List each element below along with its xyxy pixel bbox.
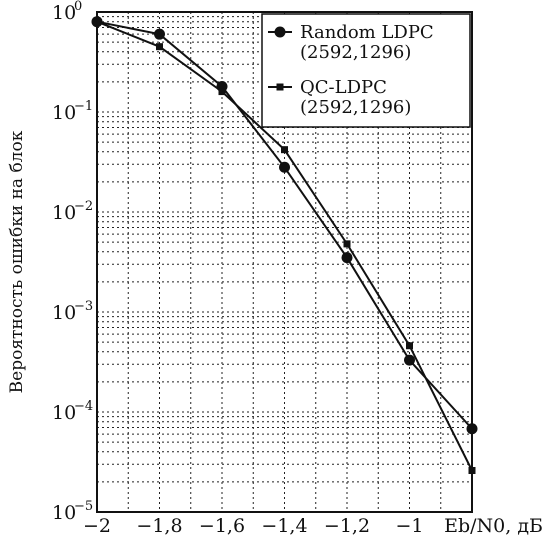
legend-label: QC-LDPC bbox=[300, 77, 387, 98]
data-point bbox=[343, 240, 351, 248]
y-tick-exponent: 0 bbox=[74, 0, 82, 14]
series-2 bbox=[93, 18, 476, 475]
data-point bbox=[281, 146, 288, 154]
series-layer bbox=[91, 16, 478, 475]
legend: Random LDPC(2592,1296)QC-LDPC(2592,1296) bbox=[261, 13, 471, 128]
y-tick-exponent: −1 bbox=[74, 99, 93, 114]
legend-marker bbox=[276, 83, 284, 91]
x-tick-label: −2 bbox=[83, 515, 111, 536]
data-point bbox=[154, 28, 165, 40]
legend-marker bbox=[274, 26, 286, 38]
data-point bbox=[156, 43, 163, 51]
y-tick-exponent: −5 bbox=[74, 499, 93, 514]
legend-label-sub: (2592,1296) bbox=[300, 97, 411, 118]
y-tick-label: 10 bbox=[52, 502, 76, 524]
data-point bbox=[279, 161, 290, 173]
y-tick-label: 10 bbox=[52, 102, 76, 124]
x-axis-title: Eb/N0, дБ bbox=[444, 515, 543, 536]
data-point bbox=[93, 18, 101, 26]
data-point bbox=[341, 252, 353, 264]
legend-box bbox=[261, 13, 471, 128]
tick-labels: −2 −1,8 −1,6 −1,4 −1,2 −110010−110−210−310−41… bbox=[52, 0, 424, 536]
y-tick-exponent: −3 bbox=[74, 299, 93, 314]
plot-frame bbox=[96, 11, 473, 513]
y-axis-title: Вероятность ошибки на блок bbox=[7, 130, 27, 393]
data-point bbox=[406, 342, 413, 350]
grid bbox=[97, 12, 472, 512]
data-point bbox=[466, 423, 478, 435]
legend-label: Random LDPC bbox=[300, 22, 434, 43]
y-tick-exponent: −2 bbox=[74, 199, 93, 214]
y-tick-label: 10 bbox=[52, 402, 76, 424]
x-tick-label: −1,2 bbox=[324, 515, 370, 536]
x-tick-label: −1,6 bbox=[199, 515, 245, 536]
x-tick-label: −1,4 bbox=[261, 515, 307, 536]
data-point bbox=[468, 467, 476, 475]
legend-label-sub: (2592,1296) bbox=[300, 42, 411, 63]
y-tick-label: 10 bbox=[52, 202, 76, 224]
data-point bbox=[218, 88, 226, 96]
y-tick-exponent: −4 bbox=[74, 399, 93, 414]
x-tick-label: −1,8 bbox=[136, 515, 182, 536]
y-tick-label: 10 bbox=[52, 302, 76, 324]
y-tick-label: 10 bbox=[52, 2, 76, 24]
x-tick-label: −1 bbox=[395, 515, 423, 536]
data-point bbox=[404, 354, 415, 366]
